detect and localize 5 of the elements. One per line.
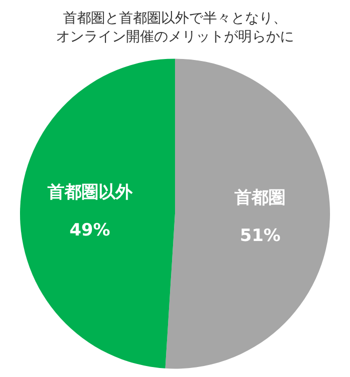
data-label: 51% [240,226,281,246]
slice-label: 首都圏 [234,188,286,208]
slice-label: 首都圏以外 [46,182,134,202]
chart-title: 首都圏と首都圏以外で半々となり、オンライン開催のメリットが明らかに [56,10,294,45]
data-label: 49% [69,220,110,240]
